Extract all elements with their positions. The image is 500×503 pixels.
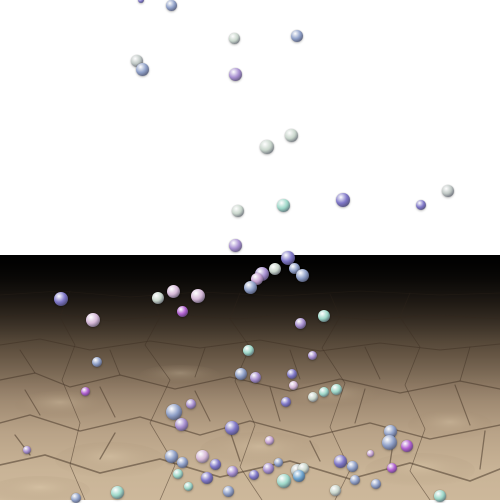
- particle-sphere: [232, 205, 244, 217]
- particle-sphere: [166, 284, 180, 298]
- particle-sphere: [260, 140, 274, 154]
- particle-sphere: [308, 392, 318, 402]
- particle-sphere: [243, 280, 257, 294]
- particle-sphere: [110, 485, 124, 499]
- particle-sphere: [387, 463, 397, 473]
- particle-sphere: [54, 292, 68, 306]
- particle-sphere: [269, 263, 281, 275]
- particle-sphere: [164, 449, 178, 463]
- particle-sphere: [135, 62, 149, 76]
- particle-sphere: [226, 465, 238, 477]
- particle-sphere: [264, 435, 274, 445]
- particle-sphere: [287, 369, 297, 379]
- particle-sphere: [165, 0, 177, 11]
- particle-sphere: [442, 185, 454, 197]
- particle-sphere: [166, 404, 182, 420]
- particle-sphere: [173, 469, 183, 479]
- particle-sphere: [294, 317, 306, 329]
- particle-sphere: [225, 421, 239, 435]
- particle-sphere: [383, 424, 397, 438]
- particle-sphere: [333, 454, 347, 468]
- particle-sphere: [201, 472, 213, 484]
- particle-sphere: [276, 198, 290, 212]
- particle-sphere: [336, 193, 350, 207]
- particle-sphere: [288, 380, 298, 390]
- particle-sphere: [86, 313, 100, 327]
- particle-sphere: [330, 383, 342, 395]
- particle-sphere: [249, 470, 259, 480]
- particle-sphere: [293, 470, 305, 482]
- particle-sphere: [228, 32, 240, 44]
- particle-sphere: [281, 397, 291, 407]
- particle-sphere: [235, 368, 247, 380]
- particle-sphere: [346, 460, 358, 472]
- particle-sphere: [71, 493, 81, 503]
- particle-sphere: [434, 490, 446, 502]
- particle-sphere: [366, 449, 374, 457]
- particle-sphere: [291, 30, 303, 42]
- particle-sphere: [23, 446, 31, 454]
- particle-sphere: [249, 371, 261, 383]
- particle-sphere: [319, 387, 329, 397]
- particle-sphere: [297, 462, 309, 474]
- particle-sphere: [176, 305, 188, 317]
- particle-sphere: [262, 462, 274, 474]
- particle-sphere: [288, 262, 300, 274]
- particle-sphere: [416, 200, 426, 210]
- particle-sphere: [176, 456, 188, 468]
- particle-sphere: [307, 350, 317, 360]
- particle-sphere: [228, 67, 242, 81]
- particle-sphere: [371, 479, 381, 489]
- particle-sphere: [183, 481, 193, 491]
- particle-sphere: [174, 417, 188, 431]
- particle-sphere: [209, 458, 221, 470]
- particle-sphere: [273, 457, 283, 467]
- particle-sphere: [138, 0, 144, 3]
- particle-sphere: [401, 440, 413, 452]
- particle-sphere: [277, 474, 291, 488]
- particle-sphere: [92, 357, 102, 367]
- particle-sphere: [350, 475, 360, 485]
- particle-sphere: [222, 485, 234, 497]
- particle-sphere: [242, 344, 254, 356]
- particle-sphere: [318, 310, 330, 322]
- particle-sphere: [381, 434, 397, 450]
- particle-sphere: [191, 289, 205, 303]
- particle-sphere: [295, 268, 309, 282]
- particle-sphere: [195, 449, 209, 463]
- particle-sphere: [329, 484, 341, 496]
- particle-sphere: [281, 251, 295, 265]
- particle-sphere: [186, 399, 196, 409]
- particle-sphere: [228, 238, 242, 252]
- particle-sphere: [80, 386, 90, 396]
- particle-sphere: [152, 292, 164, 304]
- particle-sphere: [284, 128, 298, 142]
